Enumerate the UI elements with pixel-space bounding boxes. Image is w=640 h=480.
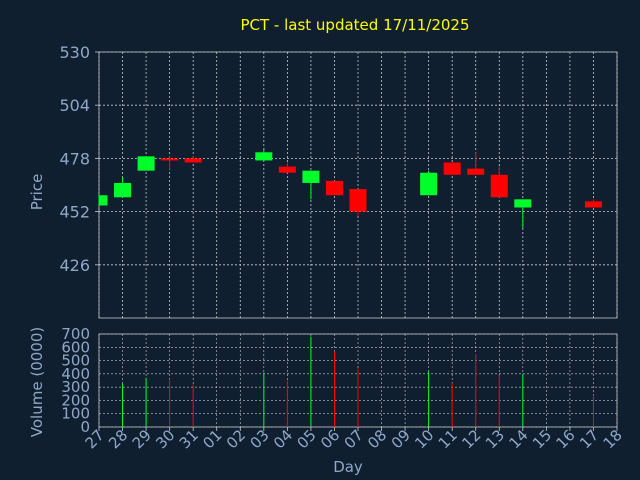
candle	[255, 148, 273, 161]
candle-body	[184, 158, 202, 163]
volume-tick-label: 100	[61, 405, 90, 423]
volume-tick-label: 700	[61, 325, 90, 343]
x-tick-label: 08	[364, 426, 390, 452]
x-tick-label: 11	[435, 426, 461, 452]
x-tick-label: 03	[246, 426, 272, 452]
candle-body	[302, 170, 320, 183]
candle-body	[99, 195, 108, 206]
candle	[137, 156, 155, 171]
price-tick-label: 452	[59, 203, 90, 222]
x-tick-label: 30	[152, 426, 178, 452]
x-tick-label: 07	[341, 426, 367, 452]
x-tick-label: 29	[129, 426, 155, 452]
candle-body	[349, 189, 367, 212]
candle	[302, 170, 320, 200]
volume-tick-label: 600	[61, 338, 90, 356]
x-tick-label: 10	[411, 426, 437, 452]
price-tick-label: 504	[59, 96, 90, 115]
x-tick-label: 15	[529, 426, 555, 452]
chart-title: PCT - last updated 17/11/2025	[240, 16, 469, 34]
candle	[349, 189, 367, 216]
volume-tick-label: 500	[61, 352, 90, 370]
candle-body	[420, 172, 438, 196]
price-tick-label: 426	[59, 256, 90, 275]
volume-tick-label: 0	[80, 418, 90, 436]
candle-body	[161, 158, 179, 161]
candle-body	[325, 180, 343, 196]
x-axis-label: Day	[333, 458, 363, 476]
candle-body	[114, 182, 132, 198]
x-tick-label: 09	[388, 426, 414, 452]
volume-panel: 0100200300400500600700272829303101020304…	[61, 325, 625, 452]
price-axis-label: Price	[28, 174, 46, 211]
candle	[114, 176, 132, 198]
candle-body	[514, 199, 532, 208]
x-tick-label: 06	[317, 426, 343, 452]
candle	[514, 199, 532, 228]
candle	[184, 156, 202, 163]
candle-body	[490, 174, 508, 198]
x-tick-label: 28	[105, 426, 131, 452]
candle	[98, 195, 108, 206]
x-tick-label: 05	[294, 426, 320, 452]
candle-body	[278, 166, 296, 173]
candle	[467, 152, 485, 175]
x-tick-label: 31	[176, 426, 202, 452]
volume-tick-label: 300	[61, 378, 90, 396]
candle	[490, 166, 508, 198]
x-tick-label: 01	[199, 426, 225, 452]
candle	[278, 162, 296, 173]
price-tick-label: 478	[59, 149, 90, 168]
candle-body	[467, 168, 485, 175]
candle	[584, 199, 602, 208]
x-tick-label: 04	[270, 426, 296, 452]
x-tick-label: 16	[553, 426, 579, 452]
candle	[420, 170, 438, 196]
volume-tick-label: 200	[61, 391, 90, 409]
x-tick-label: 02	[223, 426, 249, 452]
price-tick-label: 530	[59, 43, 90, 62]
x-tick-label: 12	[458, 426, 484, 452]
x-tick-label: 13	[482, 426, 508, 452]
volume-axis-label: Volume (0000)	[28, 327, 46, 437]
candle	[443, 162, 461, 175]
candle-body	[137, 156, 155, 171]
candle-body	[584, 201, 602, 208]
candle	[161, 156, 179, 171]
x-tick-label: 17	[576, 426, 602, 452]
candle-body	[443, 162, 461, 175]
x-tick-label: 14	[505, 426, 531, 452]
candle-body	[255, 152, 273, 161]
x-tick-label: 18	[600, 426, 626, 452]
volume-tick-label: 400	[61, 365, 90, 383]
price-panel: 426 452 478 504 530	[59, 43, 618, 319]
candle	[325, 180, 343, 196]
